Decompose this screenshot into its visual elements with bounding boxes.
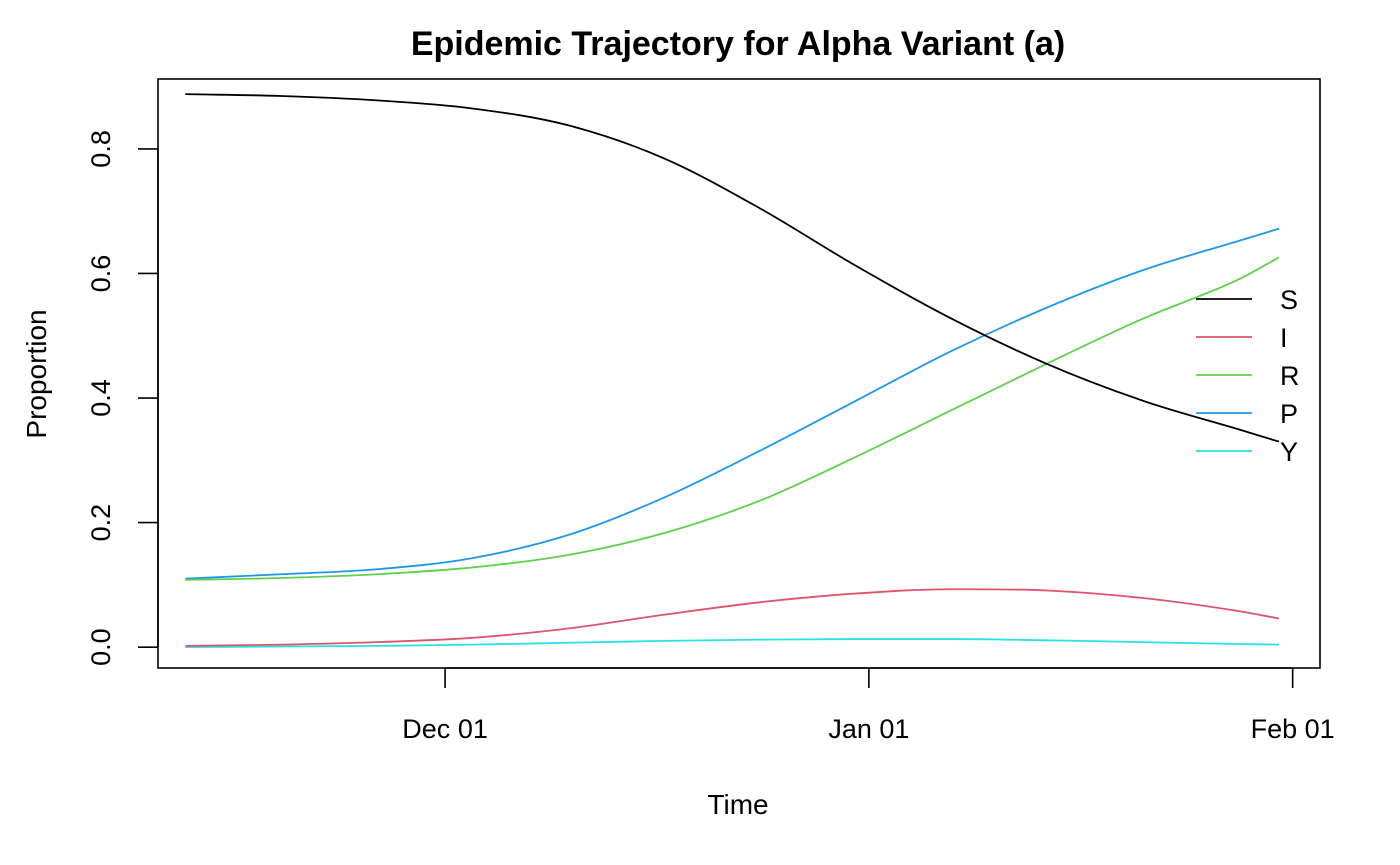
plot-frame	[157, 78, 1321, 669]
x-tick-label: Jan 01	[828, 714, 909, 744]
y-tick-label: 0.6	[86, 255, 116, 293]
y-axis: 0.0 0.2 0.4 0.6 0.8	[86, 130, 159, 666]
legend-label-p: P	[1280, 399, 1298, 429]
legend-label-r: R	[1280, 361, 1300, 391]
y-tick-label: 0.8	[86, 130, 116, 168]
y-tick-label: 0.0	[86, 628, 116, 666]
series-layer	[185, 93, 1280, 649]
legend-label-i: I	[1280, 323, 1288, 353]
x-tick-label: Dec 01	[402, 714, 488, 744]
chart-title: Epidemic Trajectory for Alpha Variant (a…	[411, 25, 1065, 63]
legend-label-s: S	[1280, 285, 1298, 315]
x-axis-label: Time	[707, 789, 768, 820]
y-tick-label: 0.4	[86, 379, 116, 417]
legend-label-y: Y	[1280, 437, 1298, 467]
y-tick-label: 0.2	[86, 504, 116, 542]
x-tick-label: Feb 01	[1251, 714, 1335, 744]
x-axis: Dec 01 Jan 01 Feb 01	[402, 667, 1335, 744]
series-line-r	[185, 256, 1280, 581]
series-line-i	[185, 588, 1280, 647]
series-line-p	[185, 227, 1280, 580]
series-line-s	[185, 93, 1280, 443]
series-line-y	[185, 638, 1280, 649]
y-axis-label: Proportion	[21, 309, 52, 438]
